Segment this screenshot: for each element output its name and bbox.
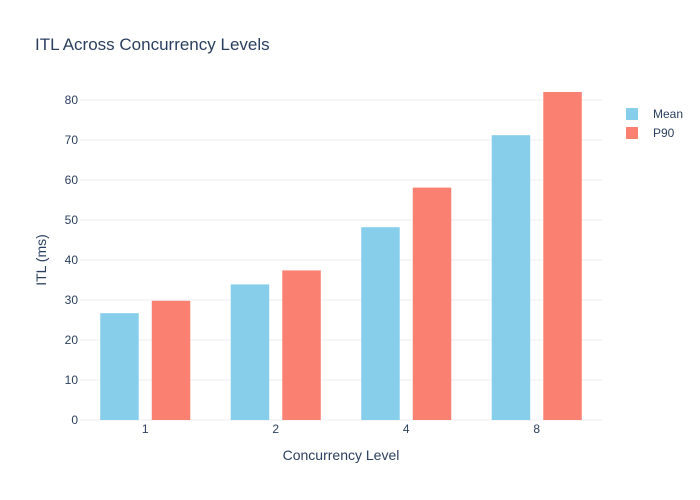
legend-label: P90	[653, 126, 675, 140]
y-axis-title: ITL (ms)	[33, 234, 49, 286]
bar-p90-4[interactable]	[412, 187, 452, 420]
y-tick-label: 20	[65, 333, 79, 347]
y-tick-label: 40	[65, 253, 79, 267]
y-tick-labels: 0 10 20 30 40 50 60 70 80	[65, 93, 79, 427]
chart-title: ITL Across Concurrency Levels	[35, 35, 270, 54]
bars	[100, 92, 582, 420]
bar-mean-2[interactable]	[230, 284, 270, 420]
x-tick-labels: 1 2 4 8	[142, 422, 541, 436]
y-tick-label: 70	[65, 133, 79, 147]
legend[interactable]: Mean P90	[626, 107, 683, 140]
legend-item-p90[interactable]: P90	[626, 126, 675, 140]
legend-swatch	[626, 108, 638, 120]
bar-mean-8[interactable]	[491, 135, 531, 420]
bar-mean-4[interactable]	[361, 227, 400, 420]
bar-p90-2[interactable]	[282, 270, 321, 420]
y-tick-label: 30	[65, 293, 79, 307]
y-tick-label: 60	[65, 173, 79, 187]
x-tick-label: 2	[272, 422, 279, 436]
bar-mean-1[interactable]	[100, 313, 139, 420]
bar-p90-1[interactable]	[151, 300, 191, 420]
y-tick-label: 50	[65, 213, 79, 227]
x-tick-label: 4	[403, 422, 410, 436]
x-tick-label: 8	[533, 422, 540, 436]
bar-p90-8[interactable]	[543, 92, 582, 420]
y-tick-label: 10	[65, 373, 79, 387]
y-tick-label: 80	[65, 93, 79, 107]
legend-item-mean[interactable]: Mean	[626, 107, 683, 121]
legend-swatch	[626, 127, 638, 139]
y-tick-label: 0	[71, 413, 78, 427]
x-axis-title: Concurrency Level	[283, 447, 400, 463]
x-tick-label: 1	[142, 422, 149, 436]
legend-label: Mean	[653, 107, 683, 121]
